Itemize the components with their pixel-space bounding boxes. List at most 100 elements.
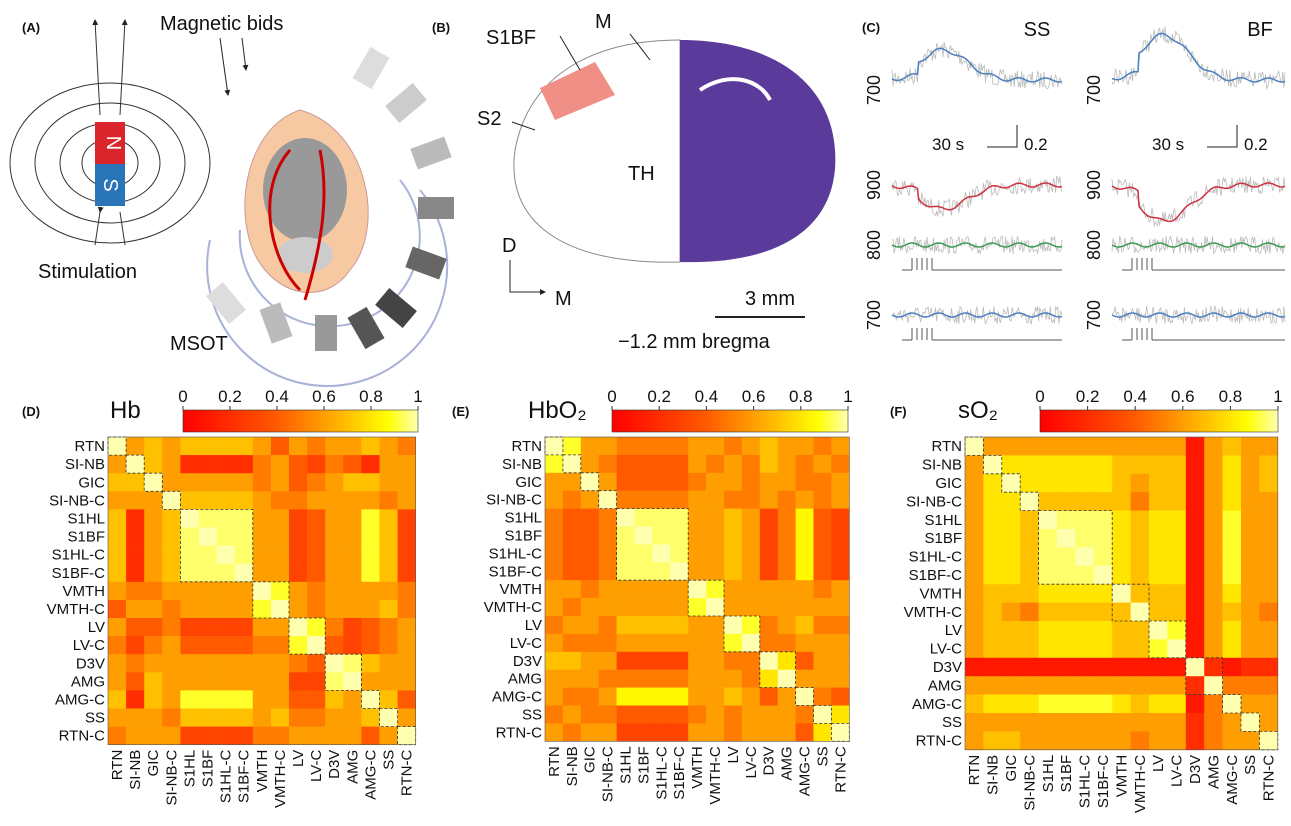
heatmap-cell [1259, 473, 1279, 493]
heatmap-cell [1020, 547, 1039, 567]
heatmap-cell [198, 599, 217, 619]
heatmap-cell [234, 563, 254, 583]
heatmap-cell [198, 672, 217, 691]
heatmap-cell [580, 437, 599, 456]
heatmap-cell [379, 654, 398, 673]
heatmap-cell [831, 526, 850, 545]
heatmap-cell [688, 687, 707, 706]
heatmap-cell [688, 705, 707, 724]
heatmap-cell [670, 472, 689, 491]
heatmap-cell [325, 437, 344, 456]
colorbar-tick-label: 1 [1273, 387, 1282, 406]
heatmap-cell [1130, 437, 1150, 456]
heatmap-cell [108, 563, 127, 583]
row-label: S1HL-C [489, 545, 543, 562]
heatmap-cell [580, 633, 599, 653]
heatmap-cell [616, 687, 635, 706]
heatmap-cell [652, 633, 671, 653]
heatmap-cell [234, 473, 254, 492]
heatmap-cell [598, 490, 617, 509]
heatmap-cell [1185, 694, 1205, 714]
heatmap-cell [831, 669, 850, 688]
heatmap-cell [361, 491, 380, 510]
raw-trace [891, 175, 1063, 217]
heatmap-cell [759, 437, 778, 456]
heatmap-cell [831, 508, 850, 527]
heatmap-cell [325, 690, 344, 709]
heatmap-cell [1149, 639, 1168, 659]
heatmap-cell [1075, 657, 1095, 677]
heatmap-cell [652, 705, 671, 724]
heatmap-cell [598, 651, 617, 670]
heatmap-cell [813, 669, 832, 688]
heatmap-cell [634, 616, 653, 635]
heatmap-cell [983, 731, 1003, 751]
heatmap-cell [562, 526, 582, 545]
heatmap-cell [1093, 529, 1113, 548]
heatmap-cell [706, 598, 725, 617]
heatmap-cell [741, 633, 761, 653]
heatmap-cell [1112, 492, 1131, 511]
row-label: GIC [515, 474, 542, 491]
heatmap-cell [670, 508, 689, 527]
heatmap-cell [1222, 492, 1242, 511]
heatmap-cell [965, 713, 984, 732]
heatmap-cell [545, 526, 564, 545]
stimulus-marker [1122, 328, 1285, 341]
row-label: SI-NB [922, 457, 962, 474]
heatmap-cell [325, 563, 344, 583]
heatmap-cell [1185, 529, 1205, 548]
column-label: LV-C [308, 750, 325, 782]
heatmap-cell [162, 690, 181, 709]
heatmap-cell [706, 472, 725, 491]
heatmap-cell [270, 726, 290, 745]
heatmap-cell [198, 654, 217, 673]
heatmap-cell [1093, 676, 1113, 695]
heatmap-cell [144, 636, 163, 655]
heatmap-cell [1130, 473, 1150, 493]
heatmap-cell [1075, 510, 1095, 530]
heatmap-cell [1222, 694, 1242, 714]
cluster-box [161, 490, 181, 510]
heatmap-cell [759, 705, 778, 724]
heatmap-cell [724, 705, 743, 724]
heatmap-cell [706, 508, 725, 527]
heatmap-cell [216, 473, 235, 492]
heatmap-cell [325, 527, 344, 546]
heatmap-cell [1204, 731, 1223, 751]
heatmap-cell [1093, 565, 1113, 585]
heatmap-cell [965, 529, 984, 548]
heatmap-cell [965, 565, 984, 585]
heatmap-cell [108, 491, 127, 510]
heatmap-cell [126, 672, 145, 691]
heatmap-cell [1075, 437, 1095, 456]
heatmap-cell [598, 598, 617, 617]
heatmap-cell [270, 545, 290, 564]
heatmap-cell [580, 669, 599, 688]
column-label: AMG-C [797, 746, 814, 796]
heatmap-cell [983, 510, 1003, 530]
heatmap-cell [361, 437, 380, 456]
heatmap-cell [397, 654, 416, 673]
heatmap-cell [307, 545, 326, 564]
column-label: GIC [1003, 755, 1020, 782]
heatmap-cell [1241, 492, 1260, 511]
heatmap-cell [180, 455, 199, 474]
heatmap-cell [1241, 731, 1260, 751]
row-label: S1HL [67, 510, 105, 527]
heatmap-cell [545, 472, 564, 491]
heatmap-cell [1112, 602, 1131, 622]
heatmap-cell [397, 599, 416, 619]
heatmap-cell [1204, 584, 1223, 603]
heatmap-cell [652, 616, 671, 635]
column-label: S1BF [635, 746, 652, 784]
heatmap-cell [397, 491, 416, 510]
heatmap-cell [270, 672, 290, 691]
heatmap-cell [270, 599, 290, 619]
heatmap-cell [562, 651, 582, 670]
heatmap-cell [126, 726, 145, 745]
heatmap-cell [307, 473, 326, 492]
column-label: S1HL-C [218, 750, 235, 804]
column-label: LV-C [743, 746, 760, 778]
